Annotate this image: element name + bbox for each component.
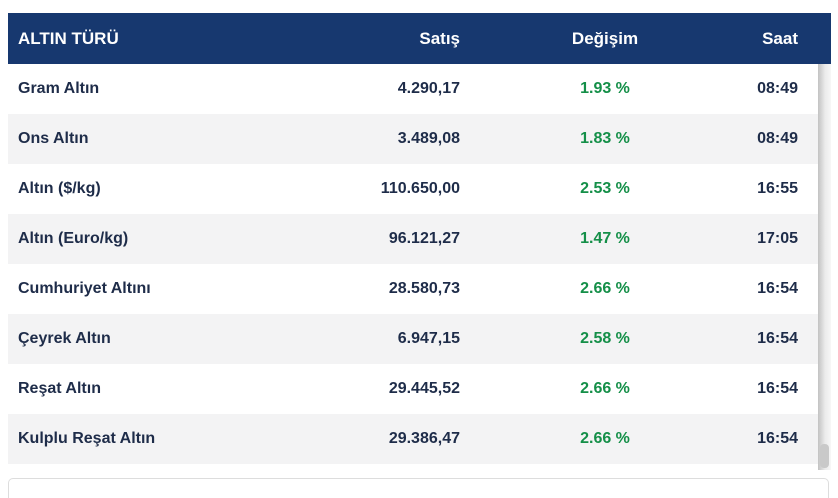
price-cell: 29.386,47	[388, 430, 460, 447]
change-cell: 1.83 %	[580, 130, 630, 147]
time-cell: 08:49	[757, 130, 798, 147]
price-cell: 4.290,17	[397, 80, 460, 97]
table-row-gram-altin[interactable]: Gram Altın 4.290,17 1.93 % 08:49	[8, 64, 818, 114]
gold-type-cell: Çeyrek Altın	[18, 330, 111, 347]
next-section-card	[8, 478, 829, 498]
change-cell: 1.93 %	[580, 80, 630, 97]
change-cell: 1.47 %	[580, 230, 630, 247]
time-cell: 16:54	[757, 430, 798, 447]
gold-type-cell: Ons Altın	[18, 130, 89, 147]
gold-type-cell: Altın ($/kg)	[18, 180, 101, 197]
time-cell: 16:54	[757, 280, 798, 297]
table-rows: Gram Altın 4.290,17 1.93 % 08:49 Ons Alt…	[8, 64, 818, 470]
time-cell: 16:55	[757, 180, 798, 197]
gold-type-cell: Reşat Altın	[18, 380, 101, 397]
header-price: Satış	[419, 28, 460, 48]
price-cell: 96.121,27	[388, 230, 460, 247]
price-cell: 28.580,73	[388, 280, 460, 297]
gold-type-cell: Altın (Euro/kg)	[18, 230, 129, 247]
table-row-altin-euro-kg[interactable]: Altın (Euro/kg) 96.121,27 1.47 % 17:05	[8, 214, 818, 264]
table-body: Gram Altın 4.290,17 1.93 % 08:49 Ons Alt…	[8, 64, 831, 470]
table-row-kulplu-resat-altin[interactable]: Kulplu Reşat Altın 29.386,47 2.66 % 16:5…	[8, 414, 818, 464]
table-header: ALTIN TÜRÜ Satış Değişim Saat	[8, 13, 831, 64]
change-cell: 2.53 %	[580, 180, 630, 197]
gold-type-cell: Gram Altın	[18, 80, 100, 97]
change-cell: 2.66 %	[580, 380, 630, 397]
scrollbar-thumb[interactable]	[820, 444, 829, 468]
table-row-resat-altin[interactable]: Reşat Altın 29.445,52 2.66 % 16:54	[8, 364, 818, 414]
header-change: Değişim	[571, 28, 639, 48]
time-cell: 16:54	[757, 380, 798, 397]
time-cell: 08:49	[757, 80, 798, 97]
table-row-ons-altin[interactable]: Ons Altın 3.489,08 1.83 % 08:49	[8, 114, 818, 164]
change-cell: 2.66 %	[580, 430, 630, 447]
table-row-cumhuriyet-altini[interactable]: Cumhuriyet Altını 28.580,73 2.66 % 16:54	[8, 264, 818, 314]
time-cell: 16:54	[757, 330, 798, 347]
gold-type-cell: Cumhuriyet Altını	[18, 280, 151, 297]
header-time: Saat	[762, 28, 798, 48]
change-cell: 2.58 %	[580, 330, 630, 347]
price-cell: 110.650,00	[380, 180, 460, 197]
price-cell: 6.947,15	[397, 330, 460, 347]
change-cell: 2.66 %	[580, 280, 630, 297]
table-row-altin-usd-kg[interactable]: Altın ($/kg) 110.650,00 2.53 % 16:55	[8, 164, 818, 214]
gold-prices-table: ALTIN TÜRÜ Satış Değişim Saat Gram Altın…	[8, 13, 831, 470]
header-gold-type: ALTIN TÜRÜ	[18, 28, 119, 48]
gold-type-cell: Kulplu Reşat Altın	[18, 430, 156, 447]
price-cell: 3.489,08	[397, 130, 460, 147]
time-cell: 17:05	[757, 230, 798, 247]
vertical-scrollbar[interactable]	[818, 64, 831, 470]
price-cell: 29.445,52	[388, 380, 460, 397]
table-row-ceyrek-altin[interactable]: Çeyrek Altın 6.947,15 2.58 % 16:54	[8, 314, 818, 364]
